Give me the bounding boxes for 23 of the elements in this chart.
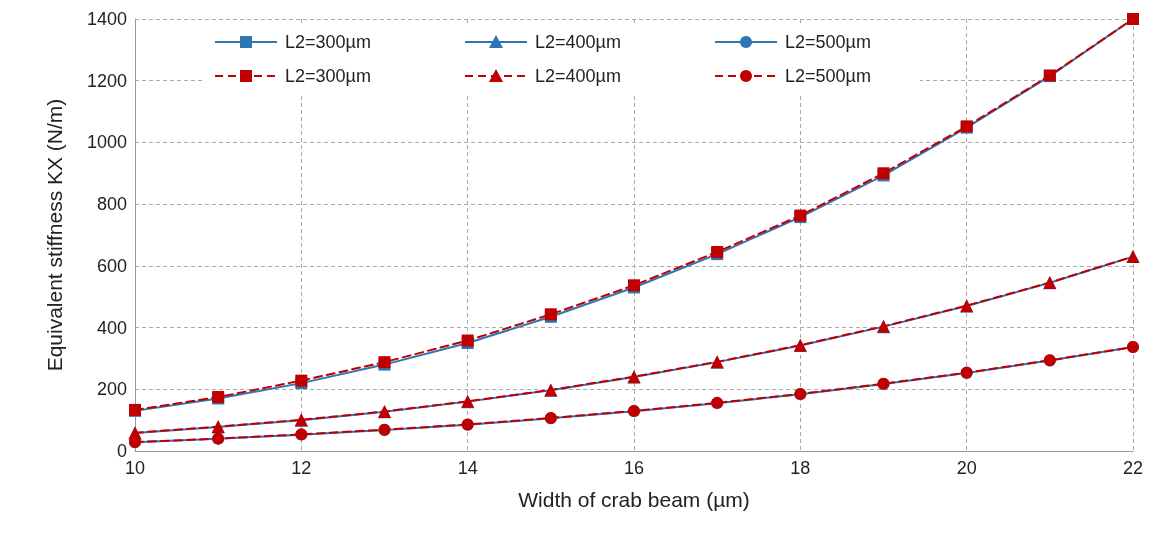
y-tick-label: 1000 xyxy=(86,132,127,153)
legend-label: L2=500µm xyxy=(785,32,871,52)
x-axis-title: Width of crab beam (µm) xyxy=(518,488,750,511)
x-tick-label: 18 xyxy=(790,458,811,478)
legend-label: L2=500µm xyxy=(785,66,871,86)
y-tick-label: 400 xyxy=(96,317,127,338)
y-tick-label: 1200 xyxy=(86,70,127,91)
legend-label: L2=400µm xyxy=(535,32,621,52)
y-axis-title: Equivalent stiffness KX (N/m) xyxy=(43,98,66,372)
legend-label: L2=300µm xyxy=(285,66,371,86)
legend-label: L2=400µm xyxy=(535,66,621,86)
x-tick-label: 10 xyxy=(124,458,146,478)
x-tick-label: 12 xyxy=(291,458,312,478)
x-tick-label: 20 xyxy=(956,458,977,478)
y-tick-label: 800 xyxy=(96,194,127,215)
x-tick-label: 16 xyxy=(623,458,645,478)
y-tick-label: 200 xyxy=(96,379,127,400)
y-tick-label: 0 xyxy=(116,441,127,461)
x-tick-label: 14 xyxy=(457,458,478,478)
y-tick-label: 1400 xyxy=(86,9,127,29)
y-tick-label: 600 xyxy=(96,255,127,276)
x-tick-label: 22 xyxy=(1122,458,1144,478)
legend-label: L2=300µm xyxy=(285,32,371,52)
